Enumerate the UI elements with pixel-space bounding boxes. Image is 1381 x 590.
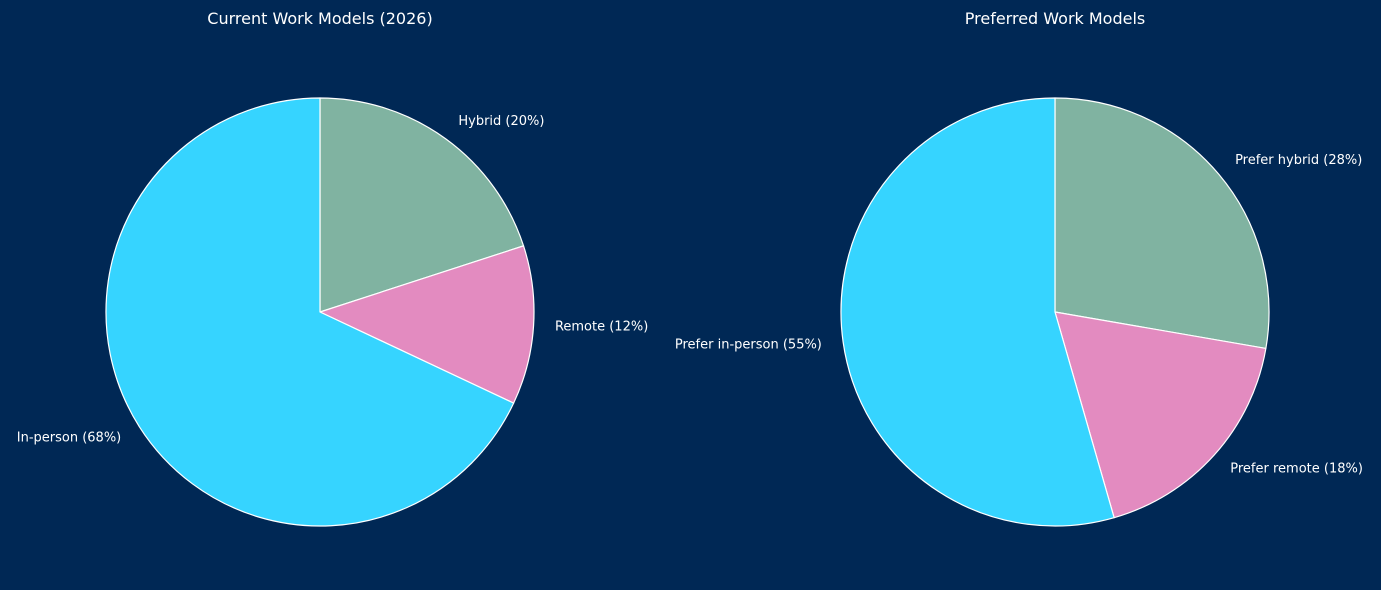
pie-slice-2: [319, 245, 535, 404]
slice-label-3: Prefer in-person (55%): [675, 337, 822, 352]
pie-slice-2: [1054, 311, 1267, 519]
slice-label-2: Remote (12%): [555, 319, 648, 334]
pie-chart-2: Preferred Work Models Prefer hybrid (28%)…: [675, 9, 1363, 527]
pie-slice-1: [319, 97, 525, 313]
chart-title: Current Work Models (2026): [207, 9, 432, 28]
slice-label-3: In-person (68%): [17, 431, 122, 446]
pie-slice-3: [840, 97, 1115, 527]
pie-slice-1: [1054, 97, 1270, 350]
chart-title: Preferred Work Models: [965, 9, 1146, 28]
slice-label-1: Prefer hybrid (28%): [1235, 153, 1362, 168]
slice-label-2: Prefer remote (18%): [1230, 462, 1363, 477]
pie-chart-1: Current Work Models (2026) Hybrid (20%) Re…: [17, 9, 648, 527]
pie-slice-3: [105, 97, 515, 527]
slice-label-1: Hybrid (20%): [458, 114, 544, 129]
